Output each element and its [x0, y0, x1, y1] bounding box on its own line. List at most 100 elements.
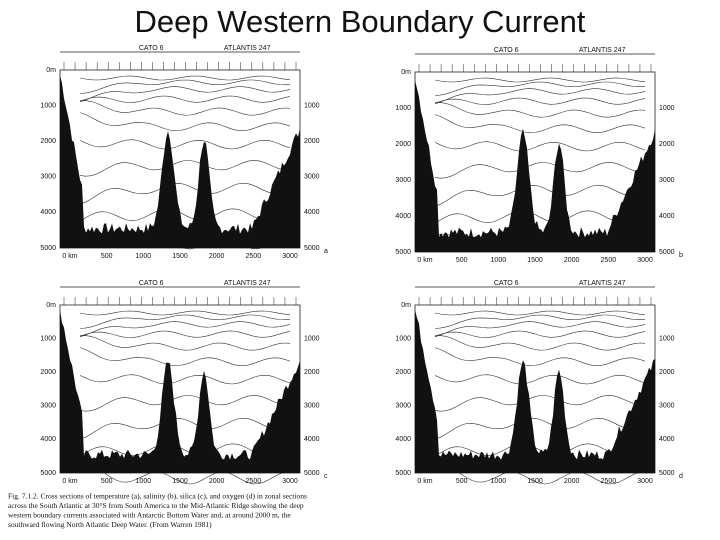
- depth-label: 4000: [40, 436, 56, 443]
- depth-label-right: 3000: [659, 403, 675, 410]
- contour-line: [434, 141, 646, 152]
- contour-line: [434, 88, 646, 105]
- contour-line: [79, 95, 291, 103]
- contour-line: [79, 79, 291, 94]
- depth-label-right: 1000: [304, 335, 320, 342]
- contour-line: [79, 330, 291, 338]
- depth-label: 0m: [46, 67, 56, 74]
- depth-label: 5000: [40, 245, 56, 252]
- depth-label-right: 2000: [304, 138, 320, 145]
- contour-line: [434, 321, 646, 338]
- depth-label: 0m: [401, 69, 411, 76]
- contour-line: [434, 335, 646, 351]
- contour-line: [79, 374, 291, 385]
- contour-line: [79, 417, 291, 440]
- contour-line: [434, 184, 646, 207]
- panel-letter: b: [679, 252, 683, 259]
- depth-label-right: 5000: [304, 470, 320, 477]
- contour-line: [79, 139, 291, 150]
- distance-label: 2500: [601, 478, 617, 485]
- contour-line: [434, 347, 646, 367]
- contour-line: [434, 330, 646, 338]
- contour-line: [79, 182, 291, 205]
- depth-label: 5000: [395, 470, 411, 477]
- depth-label: 1000: [395, 105, 411, 112]
- header-right: ATLANTIS 247: [579, 280, 626, 287]
- contour-line: [434, 310, 646, 316]
- contour-line: [79, 86, 291, 103]
- bathymetry: [60, 310, 300, 473]
- contour-line: [434, 210, 646, 224]
- depth-label: 4000: [395, 436, 411, 443]
- caption-line: across the South Atlantic at 30°S from S…: [8, 501, 304, 510]
- depth-label-right: 1000: [659, 105, 675, 112]
- depth-label: 0m: [46, 302, 56, 309]
- contour-line: [79, 310, 291, 316]
- contour-line: [434, 466, 646, 485]
- panel: CATO 6 ATLANTIS 2470m10002000300040005000…: [395, 47, 683, 264]
- header-left: CATO 6: [494, 47, 519, 54]
- depth-label-right: 4000: [304, 209, 320, 216]
- distance-label: 2500: [601, 257, 617, 264]
- contour-line: [434, 102, 646, 118]
- depth-label: 2000: [40, 138, 56, 145]
- depth-label-right: 4000: [659, 436, 675, 443]
- depth-label: 3000: [395, 403, 411, 410]
- depth-label: 3000: [40, 403, 56, 410]
- depth-label: 1000: [40, 335, 56, 342]
- header-right: ATLANTIS 247: [224, 45, 271, 52]
- contour-line: [79, 395, 291, 412]
- header-right: ATLANTIS 247: [224, 280, 271, 287]
- distance-label: 1000: [491, 478, 507, 485]
- depth-label: 3000: [40, 174, 56, 181]
- distance-label: 2500: [246, 478, 262, 485]
- caption-line: southward flowing North Atlantic Deep Wa…: [8, 520, 212, 529]
- contour-line: [79, 100, 291, 116]
- contour-line: [434, 314, 646, 329]
- distance-label: 500: [456, 257, 468, 264]
- depth-label: 3000: [395, 177, 411, 184]
- header-right: ATLANTIS 247: [579, 47, 626, 54]
- depth-label-right: 2000: [659, 369, 675, 376]
- distance-label: 3000: [282, 478, 298, 485]
- panel: CATO 6 ATLANTIS 2470m10002000300040005000…: [395, 280, 683, 485]
- depth-label-right: 4000: [304, 436, 320, 443]
- distance-label: 2000: [564, 478, 580, 485]
- distance-label: 1000: [136, 478, 152, 485]
- contour-line: [79, 160, 291, 177]
- distance-label: 2500: [246, 253, 262, 260]
- distance-label: 1500: [527, 478, 543, 485]
- distance-label: 3000: [637, 257, 653, 264]
- depth-label-right: 3000: [304, 403, 320, 410]
- contour-line: [434, 162, 646, 179]
- depth-label: 2000: [40, 369, 56, 376]
- panel-letter: d: [679, 473, 683, 480]
- contour-line: [434, 97, 646, 105]
- contour-line: [434, 395, 646, 412]
- panel-letter: a: [324, 248, 328, 255]
- depth-label: 4000: [395, 213, 411, 220]
- depth-label: 5000: [40, 470, 56, 477]
- depth-label-right: 2000: [659, 141, 675, 148]
- distance-label: 500: [101, 253, 113, 260]
- depth-label: 1000: [40, 102, 56, 109]
- distance-label: 1000: [136, 253, 152, 260]
- contour-line: [434, 77, 646, 83]
- contour-line: [79, 321, 291, 338]
- distance-label: 1000: [491, 257, 507, 264]
- panel: CATO 6 ATLANTIS 247 0m 1000 2000 3000 4000 5000…: [40, 45, 328, 260]
- contour-line: [79, 314, 291, 329]
- contour-line: [79, 335, 291, 351]
- header-left: CATO 6: [494, 280, 519, 287]
- bathymetry: [60, 75, 300, 248]
- contour-line: [79, 466, 291, 485]
- panel: CATO 6 ATLANTIS 2470m10002000300040005000…: [40, 280, 328, 485]
- distance-label: 3000: [282, 253, 298, 260]
- header-left: CATO 6: [139, 45, 164, 52]
- depth-label: 1000: [395, 335, 411, 342]
- distance-label: 0 km: [417, 257, 432, 264]
- contour-line: [434, 374, 646, 385]
- distance-label: 2000: [209, 478, 225, 485]
- depth-label-right: 3000: [659, 177, 675, 184]
- depth-label-right: 1000: [659, 335, 675, 342]
